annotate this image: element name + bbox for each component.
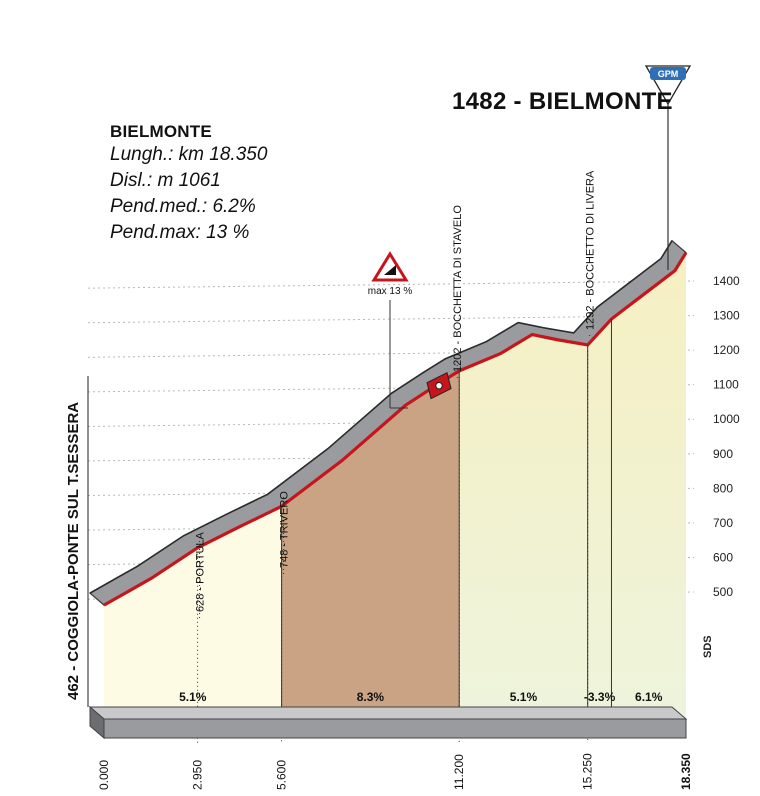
- place-label: 1202 - BOCCHETTA DI STAVELO: [452, 205, 464, 372]
- warning-triangle-icon: [371, 251, 409, 282]
- road-profile: [88, 239, 688, 607]
- km-label: 11.200: [452, 754, 466, 790]
- climb-info-box: BIELMONTE Lungh.: km 18.350 Disl.: m 106…: [110, 122, 267, 246]
- sds-label: SDS: [702, 635, 714, 658]
- place-label: 1292 - BOCCHETTO DI LIVERA: [585, 170, 597, 330]
- km-label: 5.600: [275, 760, 289, 790]
- y-tick-label: 700: [713, 516, 733, 530]
- segment-gradient-label: -3.3%: [584, 690, 616, 704]
- segment-gradient-label: 6.1%: [635, 690, 663, 704]
- km-label: 0.000: [97, 760, 111, 790]
- marker-lines: [87, 319, 612, 743]
- y-tick-label: 600: [713, 550, 733, 564]
- place-label: 748 - TRIVERO: [279, 491, 291, 568]
- base-bar: [88, 705, 688, 740]
- warning-slope-icon: [384, 265, 396, 275]
- segment-area: [281, 370, 460, 719]
- gpm-badge-bg: [650, 67, 686, 80]
- base-top: [88, 706, 688, 720]
- max-gradient-label: max 13 %: [368, 286, 413, 297]
- km-label: 15.250: [581, 753, 595, 790]
- start-label: 462 - COGGIOLA-PONTE SUL T.SESSERA: [65, 402, 82, 700]
- segment-gradient-label: 5.1%: [510, 690, 538, 704]
- y-tick-label: 900: [713, 447, 733, 461]
- place-label: 628 - PORTULA: [195, 531, 207, 612]
- climb-avg-gradient: Pend.med.: 6.2%: [110, 196, 256, 217]
- segment-area: [104, 506, 282, 719]
- badges: GPM: [371, 65, 692, 409]
- km-label: 2.950: [191, 760, 205, 790]
- y-tick-label: 1100: [713, 378, 739, 392]
- profile-line: [103, 251, 688, 607]
- y-tick-label: 1400: [713, 274, 740, 288]
- road-top-edge: [89, 240, 673, 594]
- climb-info-title: BIELMONTE: [110, 122, 212, 141]
- gpm-badge-text: GPM: [658, 69, 679, 79]
- gridline: [87, 280, 695, 289]
- segment-gradient-label: 5.1%: [179, 690, 207, 704]
- finish-title: 1482 - BIELMONTE: [452, 88, 673, 115]
- climb-length: Lungh.: km 18.350: [110, 144, 268, 165]
- segment-areas: [104, 252, 686, 720]
- climb-max-gradient: Pend.max: 13 %: [110, 222, 250, 243]
- y-tick-label: 1200: [713, 343, 740, 357]
- segment-area: [459, 252, 686, 720]
- base-side: [89, 705, 105, 740]
- segment-gradient-label: 8.3%: [357, 690, 385, 704]
- max-gradient-dot: [435, 381, 443, 390]
- y-tick-label: 1300: [713, 309, 740, 323]
- y-tick-label: 800: [713, 481, 733, 495]
- y-tick-label: 500: [713, 585, 733, 599]
- y-tick-label: 1000: [713, 412, 740, 426]
- climb-elevation-gain: Disl.: m 1061: [110, 170, 221, 191]
- km-label: 18.350: [679, 753, 693, 790]
- chart-labels: 500 600 700 800 900 1000 1100 1200 1300 1400 5.1% 8…: [65, 170, 740, 790]
- base-front: [103, 718, 687, 739]
